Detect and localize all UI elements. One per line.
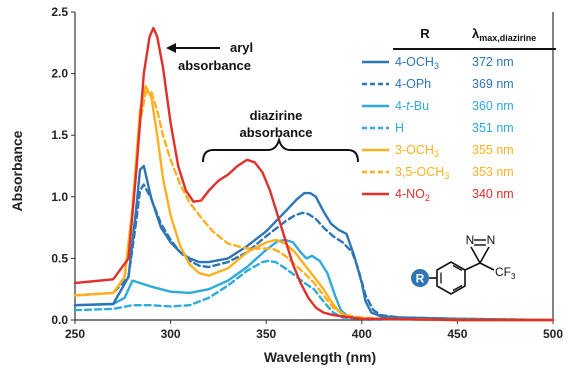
legend-label-sub: 2 xyxy=(425,193,430,203)
legend-header-lambda: λmax,diazirine xyxy=(472,26,536,43)
legend-label: 4-NO2 xyxy=(395,187,430,203)
legend-lambda: 340 nm xyxy=(472,187,514,201)
legend-label-main: H xyxy=(395,121,404,135)
series-line-4-NO2 xyxy=(73,26,555,322)
legend-header-lambda-main: λ xyxy=(472,26,480,41)
cf3-label-main: CF xyxy=(495,265,511,279)
ring-to-carbon-bond xyxy=(464,262,481,271)
legend-label-sub: 3 xyxy=(434,149,439,159)
nitrogen-1-label: N xyxy=(466,233,475,247)
benzene-inner-bond-3 xyxy=(452,284,463,292)
legend-label-main: 3,5-OCH xyxy=(395,165,444,179)
carbon-cf3-bond xyxy=(479,262,495,271)
legend-label-main: 4- xyxy=(395,99,406,113)
legend-lambda: 369 nm xyxy=(472,77,514,91)
aryl-arrow-head xyxy=(166,43,176,53)
legend-label-main: 4-NO xyxy=(395,187,425,201)
y-axis-title: Absorbance xyxy=(9,130,25,211)
legend-label-sub: 3 xyxy=(434,61,439,71)
x-tick-label: 450 xyxy=(447,327,467,341)
x-tick-label: 350 xyxy=(256,327,276,341)
x-tick-label: 500 xyxy=(543,327,563,341)
legend-header-lambda-sub: max,diazirine xyxy=(479,33,536,43)
r-group-label: R xyxy=(416,272,425,286)
aryl-label-line1: aryl xyxy=(230,40,253,55)
legend-label: H xyxy=(395,121,404,135)
legend-lambda: 372 nm xyxy=(472,55,514,69)
legend-label-main: 3-OCH xyxy=(395,143,434,157)
tick-labels: 250 300 350 400 450 500 0.0 0.5 1.0 1.5 2.0 2.5 xyxy=(51,5,563,341)
x-tick-label: 250 xyxy=(65,327,85,341)
nitrogen-2-label: N xyxy=(487,233,496,247)
series-line-4-t-Bu xyxy=(73,238,555,322)
diazirine-label-line1: diazirine xyxy=(250,108,303,123)
diazirine-structure: N N CF3 R xyxy=(411,233,516,295)
series-line-4-OCH3 xyxy=(73,164,555,322)
cf3-label-sub: 3 xyxy=(511,272,516,281)
legend-lambda: 351 nm xyxy=(472,121,514,135)
y-tick-label: 0.5 xyxy=(51,251,68,265)
benzene-inner-bond-2 xyxy=(452,264,463,272)
benzene-ring xyxy=(436,261,466,295)
series-line-4-OPh xyxy=(73,183,555,322)
diazirine-annotation: diazirine absorbance xyxy=(202,108,359,163)
legend-lambda: 360 nm xyxy=(472,99,514,113)
legend-label: 4-OPh xyxy=(395,77,431,91)
series-lines xyxy=(73,26,555,322)
y-tick-label: 0.0 xyxy=(51,313,68,327)
legend-label: 3,5-OCH3 xyxy=(395,165,449,181)
legend-header-r: R xyxy=(420,26,430,41)
y-tick-label: 2.5 xyxy=(51,5,68,19)
carbon-n2-bond xyxy=(479,246,490,264)
carbon-n1-bond xyxy=(470,246,481,264)
legend-lambda: 355 nm xyxy=(472,143,514,157)
x-tick-label: 400 xyxy=(352,327,372,341)
diazirine-label-line2: absorbance xyxy=(240,125,313,140)
legend: R λmax,diazirine 4-OCH3 372 nm4-OPh 369 nm… xyxy=(362,26,556,203)
legend-label-sub: 3 xyxy=(444,171,449,181)
diazirine-brace xyxy=(202,136,359,163)
y-tick-label: 2.0 xyxy=(51,67,68,81)
r-group-circle xyxy=(411,269,429,287)
legend-label: 4-OCH3 xyxy=(395,55,439,71)
legend-label: 4-t-Bu xyxy=(395,99,429,113)
legend-rows: 4-OCH3 372 nm4-OPh 369 nm4-t-Bu 360 nmH 351 … xyxy=(362,55,514,203)
series-line-H xyxy=(73,259,555,322)
cf3-label: CF3 xyxy=(495,265,516,281)
x-axis-title: Wavelength (nm) xyxy=(264,349,376,365)
legend-label-main: 4-OPh xyxy=(395,77,431,91)
aryl-label-line2: absorbance xyxy=(178,58,251,73)
y-tick-label: 1.5 xyxy=(51,128,68,142)
legend-label-italic: t xyxy=(406,99,410,113)
y-tick-label: 1.0 xyxy=(51,190,68,204)
legend-label-tail: -Bu xyxy=(410,99,430,113)
legend-label: 3-OCH3 xyxy=(395,143,439,159)
x-tick-label: 300 xyxy=(161,327,181,341)
legend-lambda: 353 nm xyxy=(472,165,514,179)
legend-label-main: 4-OCH xyxy=(395,55,434,69)
aryl-annotation: aryl absorbance xyxy=(166,40,253,73)
